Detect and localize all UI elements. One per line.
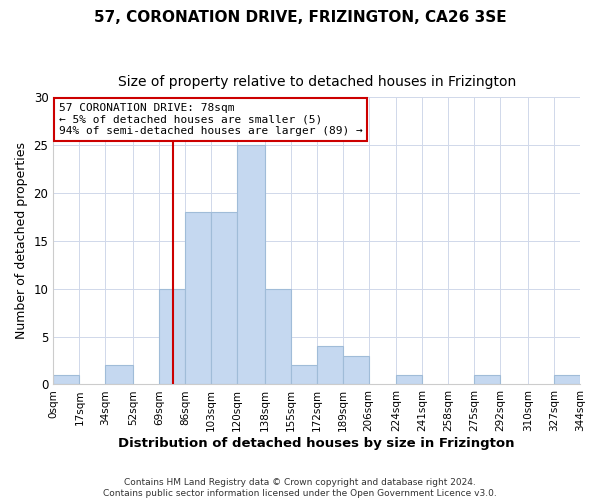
Bar bbox=[237, 145, 265, 384]
Bar bbox=[317, 346, 343, 385]
Bar bbox=[106, 366, 133, 384]
Text: Contains HM Land Registry data © Crown copyright and database right 2024.
Contai: Contains HM Land Registry data © Crown c… bbox=[103, 478, 497, 498]
Bar bbox=[265, 288, 290, 384]
X-axis label: Distribution of detached houses by size in Frizington: Distribution of detached houses by size … bbox=[118, 437, 515, 450]
Bar bbox=[554, 375, 580, 384]
Bar bbox=[211, 212, 237, 384]
Bar bbox=[396, 375, 422, 384]
Bar bbox=[53, 375, 79, 384]
Text: 57, CORONATION DRIVE, FRIZINGTON, CA26 3SE: 57, CORONATION DRIVE, FRIZINGTON, CA26 3… bbox=[94, 10, 506, 25]
Bar bbox=[159, 288, 185, 384]
Bar bbox=[343, 356, 369, 384]
Title: Size of property relative to detached houses in Frizington: Size of property relative to detached ho… bbox=[118, 75, 516, 89]
Bar bbox=[185, 212, 211, 384]
Bar bbox=[475, 375, 500, 384]
Bar bbox=[290, 366, 317, 384]
Text: 57 CORONATION DRIVE: 78sqm
← 5% of detached houses are smaller (5)
94% of semi-d: 57 CORONATION DRIVE: 78sqm ← 5% of detac… bbox=[59, 103, 362, 136]
Y-axis label: Number of detached properties: Number of detached properties bbox=[15, 142, 28, 340]
